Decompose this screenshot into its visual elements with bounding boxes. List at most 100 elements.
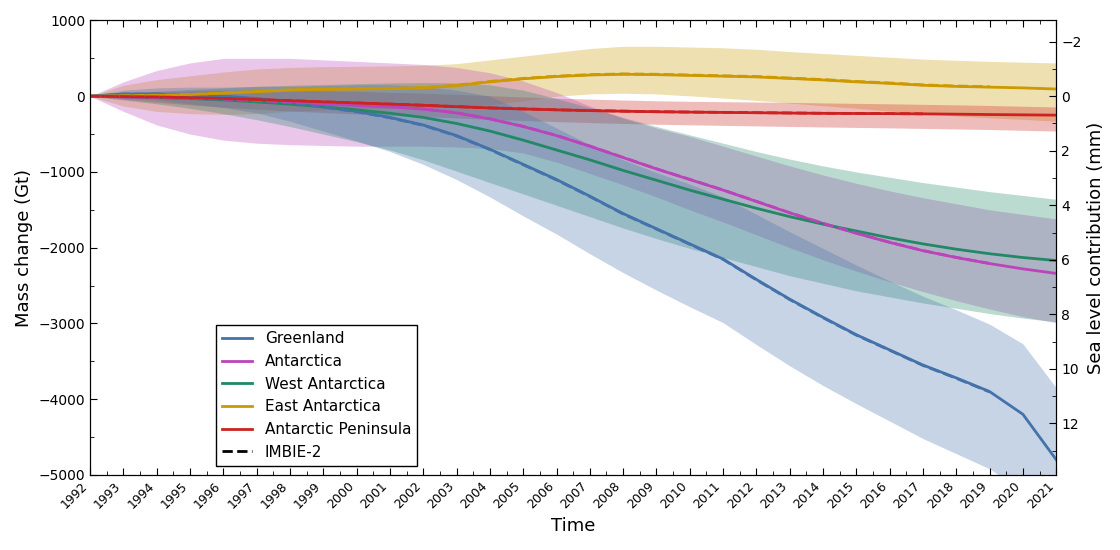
Greenland: [850, 332, 864, 338]
Antarctica: [84, 93, 97, 100]
East Antarctica: [150, 92, 164, 99]
Greenland: [816, 314, 830, 321]
Antarctic Peninsula: [584, 107, 597, 114]
Antarctic Peninsula: [850, 110, 864, 117]
East Antarctica: [483, 79, 496, 85]
East Antarctica: [383, 85, 396, 92]
Greenland: [883, 346, 896, 353]
Line: Greenland: Greenland: [91, 94, 1056, 460]
Antarctic Peninsula: [417, 102, 430, 108]
Antarctic Peninsula: [550, 107, 563, 113]
Greenland: [1049, 456, 1063, 463]
Antarctic Peninsula: [650, 108, 663, 115]
Legend: Greenland, Antarctica, West Antarctica, East Antarctica, Antarctic Peninsula, IM: Greenland, Antarctica, West Antarctica, …: [216, 326, 418, 466]
Antarctic Peninsula: [483, 104, 496, 111]
East Antarctica: [983, 84, 997, 90]
Line: West Antarctica: West Antarctica: [91, 96, 1056, 261]
West Antarctica: [584, 157, 597, 163]
Antarctica: [116, 94, 130, 100]
Greenland: [983, 388, 997, 395]
Antarctic Peninsula: [516, 106, 530, 112]
Antarctica: [317, 101, 330, 107]
Line: East Antarctica: East Antarctica: [91, 74, 1056, 96]
Greenland: [216, 93, 230, 100]
Antarctic Peninsula: [450, 103, 464, 110]
East Antarctica: [450, 82, 464, 89]
Antarctic Peninsula: [1016, 112, 1029, 118]
Antarctica: [816, 220, 830, 227]
West Antarctica: [116, 94, 130, 100]
Greenland: [749, 276, 763, 283]
East Antarctica: [1016, 85, 1029, 91]
East Antarctica: [883, 80, 896, 87]
East Antarctica: [216, 90, 230, 96]
Antarctica: [616, 154, 629, 161]
West Antarctica: [349, 107, 363, 113]
East Antarctica: [783, 75, 796, 82]
Line: Antarctica: Antarctica: [91, 96, 1056, 273]
Antarctica: [383, 103, 396, 110]
East Antarctica: [616, 71, 629, 78]
East Antarctica: [850, 79, 864, 85]
Greenland: [116, 91, 130, 97]
Antarctic Peninsula: [616, 108, 629, 114]
Antarctica: [483, 116, 496, 122]
East Antarctica: [84, 93, 97, 100]
West Antarctica: [450, 120, 464, 127]
Antarctic Peninsula: [116, 94, 130, 100]
Greenland: [584, 193, 597, 200]
East Antarctica: [650, 72, 663, 78]
Greenland: [184, 92, 197, 99]
West Antarctica: [1049, 257, 1063, 264]
Antarctica: [883, 239, 896, 246]
West Antarctica: [184, 95, 197, 102]
Antarctica: [717, 187, 730, 194]
Greenland: [683, 240, 697, 247]
Antarctica: [417, 106, 430, 112]
Greenland: [283, 99, 297, 106]
Antarctica: [250, 97, 263, 104]
Antarctic Peninsula: [349, 100, 363, 106]
East Antarctica: [749, 74, 763, 80]
West Antarctica: [950, 246, 963, 252]
West Antarctica: [383, 110, 396, 117]
Antarctic Peninsula: [184, 95, 197, 101]
West Antarctica: [283, 101, 297, 107]
Greenland: [717, 256, 730, 262]
West Antarctica: [483, 128, 496, 134]
West Antarctica: [749, 205, 763, 212]
Antarctica: [550, 133, 563, 139]
Antarctic Peninsula: [383, 101, 396, 107]
West Antarctica: [983, 250, 997, 257]
West Antarctica: [816, 221, 830, 228]
Antarctica: [983, 260, 997, 267]
East Antarctica: [184, 91, 197, 98]
Line: Antarctic Peninsula: Antarctic Peninsula: [91, 96, 1056, 115]
Antarctica: [850, 230, 864, 236]
West Antarctica: [650, 177, 663, 184]
Antarctica: [516, 123, 530, 130]
Antarctic Peninsula: [84, 93, 97, 100]
Antarctic Peninsula: [150, 94, 164, 100]
Antarctic Peninsula: [950, 111, 963, 118]
Antarctica: [1016, 266, 1029, 272]
Antarctic Peninsula: [983, 111, 997, 118]
West Antarctica: [516, 137, 530, 144]
East Antarctica: [283, 87, 297, 94]
Greenland: [916, 362, 930, 369]
Greenland: [417, 122, 430, 128]
West Antarctica: [783, 213, 796, 220]
West Antarctica: [1016, 254, 1029, 261]
Greenland: [383, 114, 396, 121]
East Antarctica: [516, 75, 530, 82]
Antarctica: [283, 99, 297, 106]
Antarctic Peninsula: [283, 97, 297, 104]
West Antarctica: [317, 103, 330, 110]
Antarctic Peninsula: [749, 109, 763, 116]
Greenland: [349, 108, 363, 114]
Antarctic Peninsula: [816, 110, 830, 117]
Antarctica: [349, 102, 363, 108]
Antarctica: [683, 176, 697, 183]
West Antarctica: [84, 93, 97, 100]
Greenland: [616, 210, 629, 217]
